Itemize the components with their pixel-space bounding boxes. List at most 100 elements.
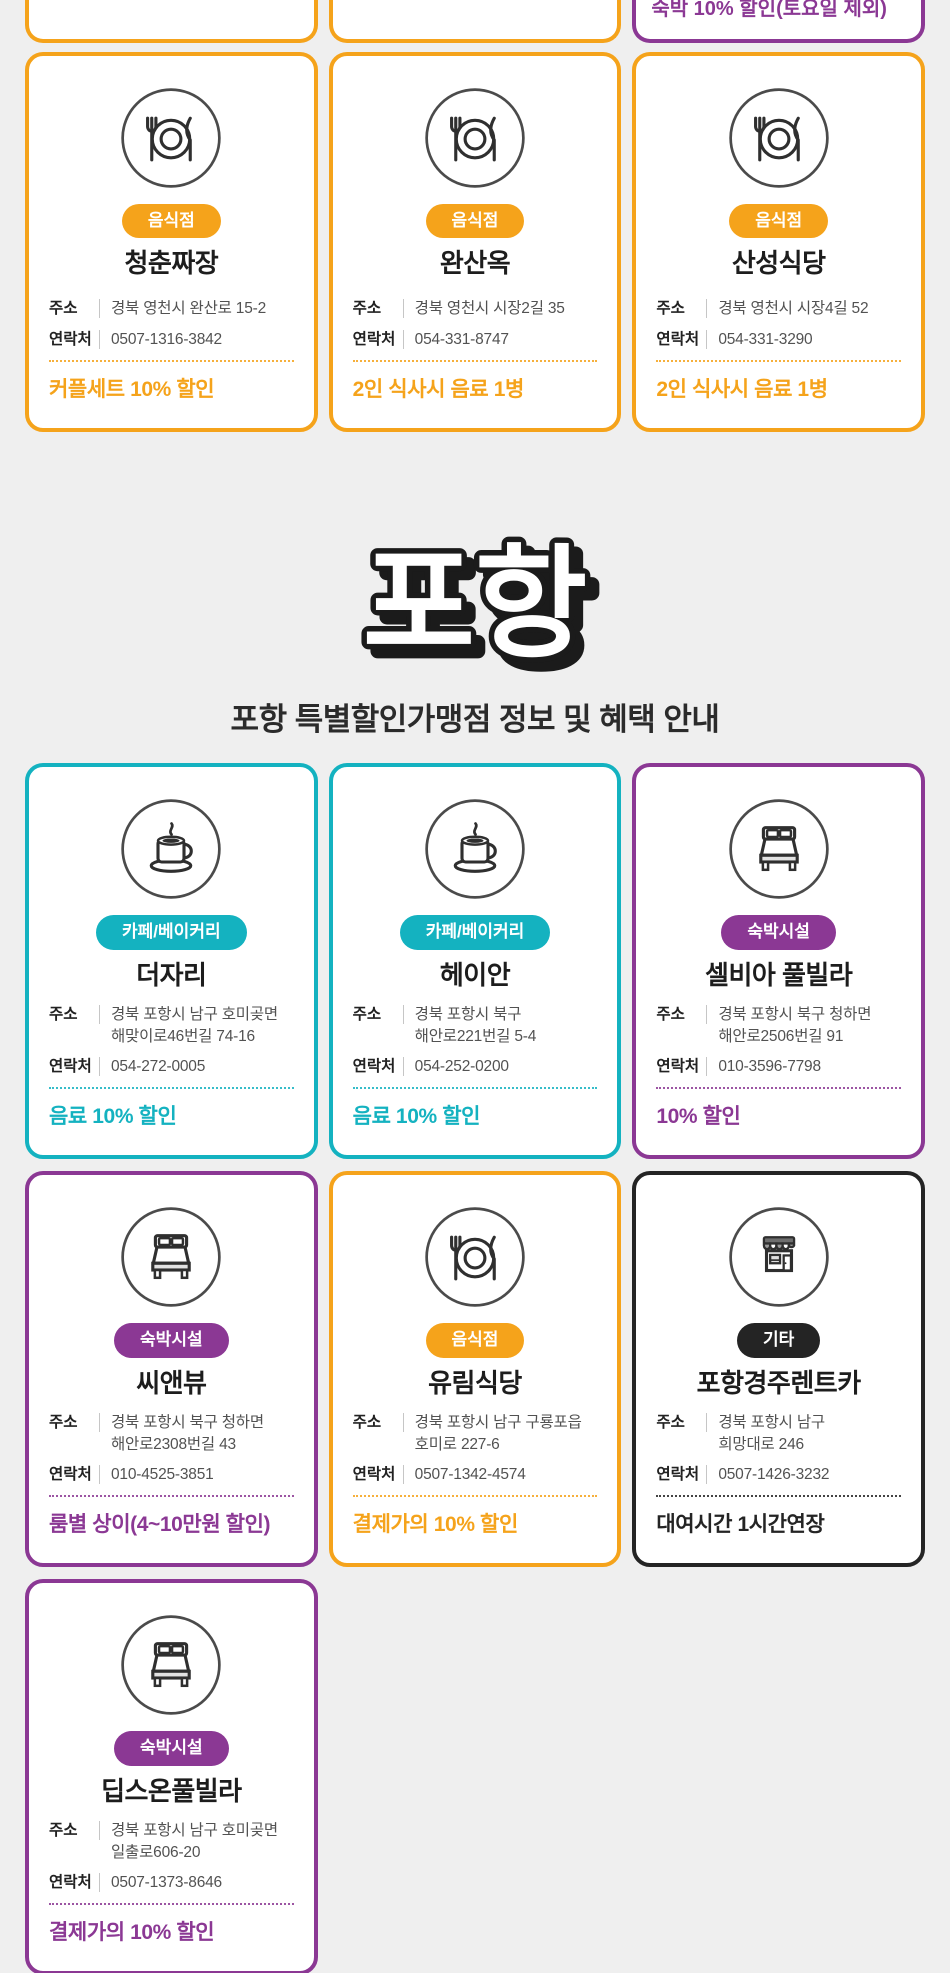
dotted-divider — [49, 1087, 294, 1090]
category-icon-wrap — [423, 86, 527, 190]
address-line1: 경북 포항시 남구 호미곶면 — [111, 1822, 278, 1840]
phone-number: 0507-1342-4574 — [414, 1466, 526, 1484]
address-line1: 경북 포항시 북구 청하면 — [718, 1006, 872, 1024]
phone-number: 054-272-0005 — [111, 1058, 206, 1076]
merchant-card: 숙박시설 셀비아 풀빌라 주소 경북 포항시 북구 청하면 해안로2506번길 … — [632, 763, 925, 1160]
contact-value: 0507-1342-4574 — [415, 1464, 526, 1486]
contact-value: 0507-1426-3232 — [718, 1464, 829, 1486]
benefit-text: 숙박 10% 할인(토요일 제외) — [651, 0, 887, 20]
contact-label: 연락처 — [49, 1874, 92, 1892]
field-separator — [99, 1821, 100, 1841]
address-label: 주소 — [49, 1006, 78, 1024]
contact-row: 연락처 010-3596-7798 — [656, 1056, 901, 1078]
address-label: 주소 — [352, 300, 382, 318]
category-icon-wrap — [119, 86, 223, 190]
bed-icon — [119, 1205, 223, 1309]
section-subtitle: 포항 특별할인가맹점 정보 및 혜택 안내 — [230, 702, 720, 737]
contact-value: 054-252-0200 — [415, 1056, 509, 1078]
field-separator — [402, 299, 404, 319]
field-separator — [402, 1465, 404, 1485]
address-line1: 경북 포항시 북구 청하면 — [111, 1414, 264, 1432]
field-separator — [706, 330, 708, 350]
address-line2: 일출로606-20 — [111, 1843, 201, 1861]
field-separator — [706, 299, 708, 319]
field-separator — [706, 1413, 708, 1433]
field-separator — [99, 1873, 100, 1893]
contact-value: 054-331-8747 — [415, 329, 509, 351]
address-line1: 경북 영천시 완산로 15-2 — [111, 300, 267, 318]
contact-row: 연락처 0507-1342-4574 — [353, 1464, 598, 1486]
dotted-divider — [656, 1495, 901, 1498]
dotted-divider — [49, 1495, 294, 1498]
phone-number: 054-331-3290 — [718, 331, 813, 349]
category-icon-wrap — [119, 797, 223, 901]
address-label: 주소 — [656, 1414, 685, 1432]
phone-number: 010-4525-3851 — [111, 1466, 214, 1484]
merchant-name: 셀비아 풀빌라 — [705, 959, 853, 990]
address-label: 주소 — [352, 1006, 382, 1024]
dotted-divider — [352, 359, 598, 362]
category-badge: 음식점 — [729, 204, 829, 239]
cafe-icon — [423, 797, 527, 901]
category-badge: 숙박시설 — [114, 1731, 229, 1766]
cafe-icon — [119, 797, 223, 901]
benefit-text: 결제가의 10% 할인 — [352, 1513, 519, 1537]
address-value: 경북 포항시 남구 구룡포읍 호미로 227-6 — [415, 1412, 582, 1455]
address-line1: 경북 포항시 남구 구룡포읍 — [414, 1414, 582, 1432]
field-separator — [402, 1005, 404, 1025]
address-row: 주소 경북 포항시 남구 호미곶면 해맞이로46번길 74-16 — [49, 1004, 294, 1047]
category-icon-wrap — [727, 86, 831, 190]
address-line2: 해안로2308번길 43 — [111, 1435, 236, 1453]
merchant-card: 숙박시설 딥스온풀빌라 주소 경북 포항시 남구 호미곶면 일출로606-20 … — [25, 1579, 318, 1973]
address-line1: 경북 포항시 북구 — [414, 1006, 522, 1024]
address-line2: 해안로2506번길 91 — [718, 1027, 844, 1045]
address-row: 주소 경북 영천시 시장4길 52 — [656, 298, 901, 320]
address-value: 경북 포항시 북구 청하면 해안로2506번길 91 — [718, 1004, 871, 1047]
partial-card — [328, 0, 622, 43]
address-value: 경북 포항시 남구 희망대로 246 — [718, 1412, 825, 1455]
address-line2: 희망대로 246 — [718, 1435, 804, 1453]
address-row: 주소 경북 영천시 시장2길 35 — [353, 298, 598, 320]
bed-icon — [727, 797, 831, 901]
contact-label: 연락처 — [656, 1058, 700, 1076]
contact-label: 연락처 — [352, 1058, 396, 1076]
address-row: 주소 경북 포항시 남구 희망대로 246 — [656, 1412, 901, 1455]
benefit-text: 대여시간 1시간연장 — [656, 1513, 825, 1537]
contact-value: 0507-1373-8646 — [111, 1872, 222, 1894]
field-separator — [706, 1005, 708, 1025]
address-line2: 해안로221번길 5-4 — [414, 1027, 537, 1045]
contact-value: 010-4525-3851 — [111, 1464, 214, 1486]
address-label: 주소 — [49, 1414, 78, 1432]
address-value: 경북 포항시 남구 호미곶면 해맞이로46번길 74-16 — [111, 1004, 278, 1047]
section-title-shadow: 포항 — [372, 545, 596, 681]
address-label: 주소 — [656, 300, 685, 318]
category-badge: 숙박시설 — [114, 1323, 229, 1358]
contact-row: 연락처 010-4525-3851 — [49, 1464, 294, 1486]
address-line2: 호미로 227-6 — [414, 1435, 500, 1453]
contact-label: 연락처 — [352, 1466, 396, 1484]
category-badge: 숙박시설 — [721, 915, 836, 950]
phone-number: 010-3596-7798 — [718, 1058, 821, 1076]
category-icon-wrap — [423, 1205, 527, 1309]
benefit-text: 커플세트 10% 할인 — [49, 377, 215, 401]
category-badge: 음식점 — [425, 1323, 525, 1358]
merchant-details: 주소 경북 포항시 북구 청하면 해안로2506번길 91 연락처 010-35… — [656, 1004, 901, 1129]
address-value: 경북 포항시 북구 청하면 해안로2308번길 43 — [111, 1412, 264, 1455]
contact-row: 연락처 054-331-8747 — [353, 329, 598, 351]
address-label: 주소 — [352, 1414, 382, 1432]
address-value: 경북 영천시 시장4길 52 — [718, 298, 868, 320]
field-separator — [99, 1413, 100, 1433]
dotted-divider — [352, 1087, 598, 1090]
category-badge: 카페/베이커리 — [96, 915, 247, 950]
merchant-card: 음식점 청춘짜장 주소 경북 영천시 완산로 15-2 연락처 0507-131… — [25, 52, 318, 432]
merchant-card: 카페/베이커리 더자리 주소 경북 포항시 남구 호미곶면 해맞이로46번길 7… — [25, 763, 318, 1160]
partial-card: 숙박 10% 할인(토요일 제외) — [632, 0, 925, 43]
address-line1: 경북 영천시 시장4길 52 — [718, 300, 869, 318]
address-line1: 경북 포항시 남구 호미곶면 — [111, 1006, 278, 1024]
field-separator — [402, 330, 404, 350]
dotted-divider — [49, 1903, 294, 1906]
contact-label: 연락처 — [49, 1058, 92, 1076]
dotted-divider — [656, 1087, 901, 1090]
merchant-card: 음식점 완산옥 주소 경북 영천시 시장2길 35 연락처 054-331-87… — [328, 52, 622, 432]
